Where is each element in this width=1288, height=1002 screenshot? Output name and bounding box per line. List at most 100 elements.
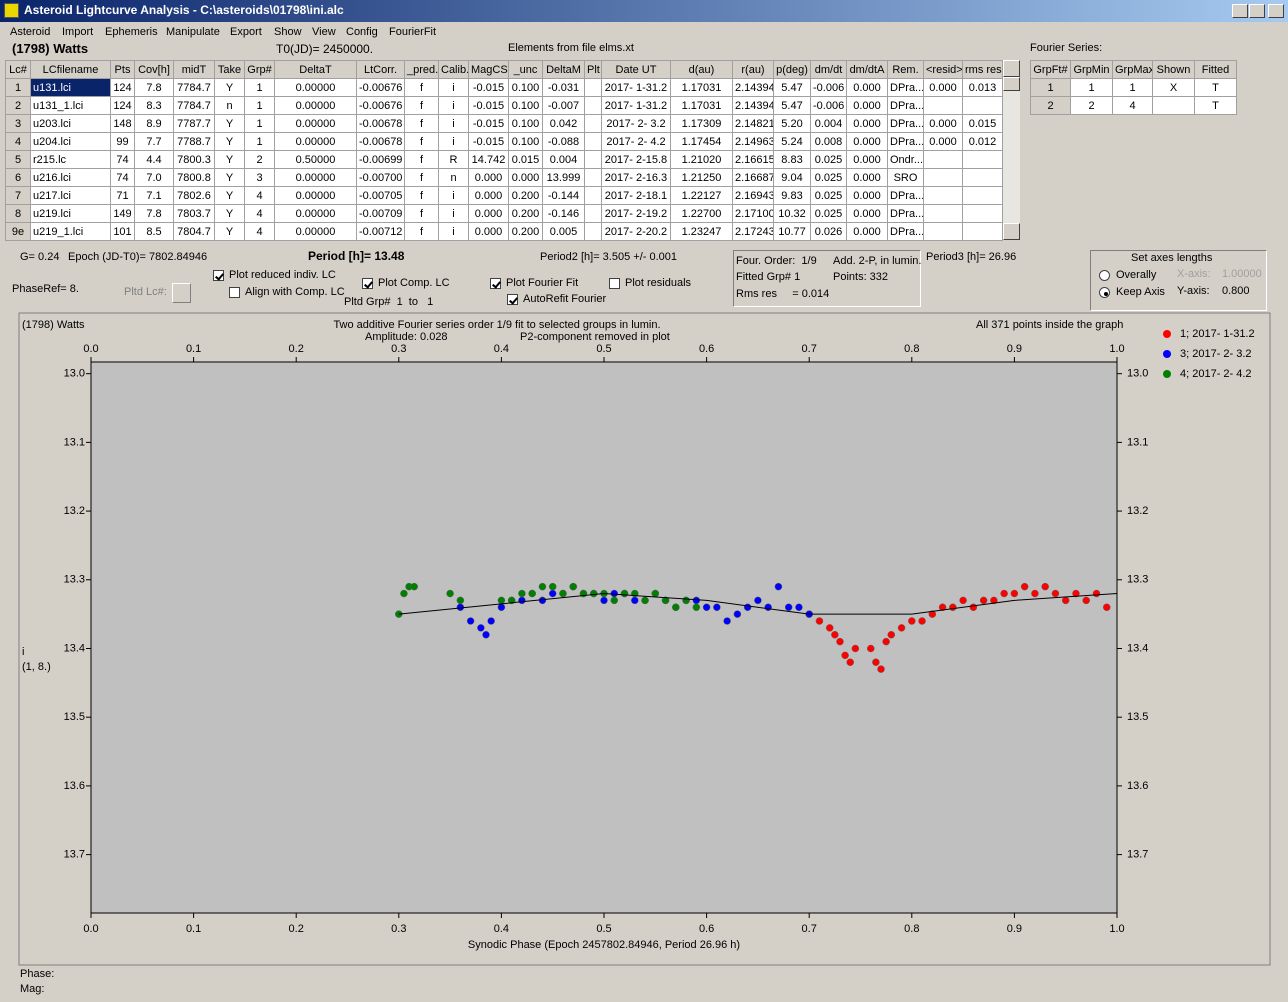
table-row[interactable]: 6 u216.lci 74 7.0 7800.8 Y 3 0.00000 -0.00700 f n 0… xyxy=(5,168,1003,187)
x-tick-label: 0.0 xyxy=(83,343,98,355)
table-cell: 2 xyxy=(5,96,31,115)
table-row[interactable]: 3 u203.lci 148 8.9 7787.7 Y 1 0.00000 -0.00678 f i… xyxy=(5,114,1003,133)
table-cell: 9.83 xyxy=(773,186,811,205)
phase-ref: PhaseRef= 8. xyxy=(12,283,79,295)
checkbox-label: Align with Comp. LC xyxy=(245,286,345,298)
menu-item[interactable]: Export xyxy=(230,26,262,38)
checkbox-label: Plot Fourier Fit xyxy=(506,277,579,289)
table-cell: i xyxy=(438,78,469,97)
table-cell: 8.3 xyxy=(134,96,174,115)
table-cell: 0.000 xyxy=(923,78,963,97)
table-row[interactable]: 8 u219.lci 149 7.8 7803.7 Y 4 0.00000 -0.00709 f i… xyxy=(5,204,1003,223)
table-cell: 7.8 xyxy=(134,204,174,223)
menu-item[interactable]: Manipulate xyxy=(166,26,220,38)
menu-item[interactable]: Asteroid xyxy=(10,26,51,38)
table-cell: -0.00678 xyxy=(356,114,405,133)
table-cell xyxy=(923,96,963,115)
menu-item[interactable]: Show xyxy=(274,26,302,38)
data-point xyxy=(743,603,752,612)
table-cell: 4.4 xyxy=(134,150,174,169)
fit-points: Points: 332 xyxy=(833,271,889,283)
table-cell: DPra... xyxy=(887,132,924,151)
table-cell: 1.17031 xyxy=(670,78,733,97)
table-cell: 0.100 xyxy=(508,132,543,151)
table-row[interactable]: 4 u204.lci 99 7.7 7788.7 Y 1 0.00000 -0.00678 f i -… xyxy=(5,132,1003,151)
scrollbar[interactable] xyxy=(1002,60,1020,240)
radio-label: Keep Axis xyxy=(1116,286,1165,298)
table-cell xyxy=(923,168,963,187)
checkbox-box xyxy=(213,270,224,281)
table-cell: 3 xyxy=(244,168,275,187)
table-cell: 0.200 xyxy=(508,204,543,223)
x-tick-label: 0.8 xyxy=(904,923,919,935)
data-point xyxy=(815,617,824,625)
menu-item[interactable]: FourierFit xyxy=(389,26,437,38)
table-row[interactable]: 1 u131.lci 124 7.8 7784.7 Y 1 0.00000 -0.00676 f i… xyxy=(5,78,1003,97)
table-cell: 0.015 xyxy=(962,114,1003,133)
x-axis-value[interactable]: 1.00000 xyxy=(1222,268,1262,280)
table-cell: 1.17454 xyxy=(670,132,733,151)
menu-item[interactable]: Ephemeris xyxy=(105,26,158,38)
x-tick-label: 0.5 xyxy=(596,923,611,935)
table-cell: 0.200 xyxy=(508,186,543,205)
table-row[interactable]: 5 r215.lc 74 4.4 7800.3 Y 2 0.50000 -0.00699 f R 14… xyxy=(5,150,1003,169)
data-point xyxy=(559,589,567,598)
table-cell: DPra... xyxy=(887,204,924,223)
table-cell: -0.006 xyxy=(810,78,847,97)
x-axis-label: X-axis: xyxy=(1177,268,1211,280)
data-point xyxy=(518,589,526,598)
menu-item[interactable]: View xyxy=(312,26,336,38)
table-row[interactable]: 2 u131_1.lci 124 8.3 7784.7 n 1 0.00000 -0.00676… xyxy=(5,96,1003,115)
table-cell: 0.200 xyxy=(508,222,543,241)
menu-item[interactable]: Import xyxy=(62,26,94,38)
maximize-button[interactable] xyxy=(1249,4,1265,18)
close-button[interactable] xyxy=(1268,4,1284,18)
table-cell: 2017- 2-19.2 xyxy=(601,204,671,223)
data-point xyxy=(733,610,742,618)
table-cell: f xyxy=(404,186,439,205)
table-cell: -0.006 xyxy=(810,96,847,115)
table-cell: 0.025 xyxy=(810,168,847,187)
data-point xyxy=(851,644,860,653)
table-cell xyxy=(962,168,1003,187)
table-row[interactable]: 7 u217.lci 71 7.1 7802.6 Y 4 0.00000 -0.00705 f i 0… xyxy=(5,186,1003,205)
table-cell: 2 xyxy=(1070,96,1113,115)
y-axis-value[interactable]: 0.800 xyxy=(1222,285,1250,297)
plot-corner-title: (1798) Watts xyxy=(22,319,85,331)
checkbox-box xyxy=(229,287,240,298)
table-cell xyxy=(962,186,1003,205)
table-cell: 1 xyxy=(1030,78,1071,97)
annotation: P2-component removed in plot xyxy=(520,331,670,343)
checkbox-box xyxy=(609,278,620,289)
table-cell: 7.8 xyxy=(134,78,174,97)
fit-add: Add. 2-P, in lumin. xyxy=(833,255,922,267)
y-tick-label: 13.6 xyxy=(64,780,85,792)
legend-label: 3; 2017- 2- 3.2 xyxy=(1180,348,1252,360)
pltd-lc-label: Pltd Lc#: xyxy=(124,286,167,298)
table-cell: 7800.8 xyxy=(173,168,215,187)
column-header: Grp# xyxy=(244,60,275,79)
period2: Period2 [h]= 3.505 +/- 0.001 xyxy=(540,251,677,263)
data-point xyxy=(1072,589,1080,598)
table-cell: 1.17309 xyxy=(670,114,733,133)
table-cell: 124 xyxy=(110,78,135,97)
table-cell: 124 xyxy=(110,96,135,115)
table-cell: 0.00000 xyxy=(274,186,357,205)
spinner[interactable] xyxy=(172,283,191,303)
table-cell: 0.012 xyxy=(962,132,1003,151)
window-title: Asteroid Lightcurve Analysis - C:\astero… xyxy=(24,3,344,17)
y-tick-label: 13.1 xyxy=(64,436,85,448)
checkbox-box xyxy=(362,278,373,289)
table-cell: 0.000 xyxy=(923,132,963,151)
y-tick-label: 13.7 xyxy=(64,849,85,861)
table-cell: 1 xyxy=(244,96,275,115)
data-point xyxy=(1010,589,1019,598)
menu-item[interactable]: Config xyxy=(346,26,378,38)
table-cell: -0.146 xyxy=(542,204,585,223)
data-point xyxy=(990,596,998,605)
table-cell: 0.015 xyxy=(508,150,543,169)
minimize-button[interactable] xyxy=(1232,4,1248,18)
table-row[interactable]: 9e u219_1.lci 101 8.5 7804.7 Y 4 0.00000 -0.0071… xyxy=(5,222,1003,241)
